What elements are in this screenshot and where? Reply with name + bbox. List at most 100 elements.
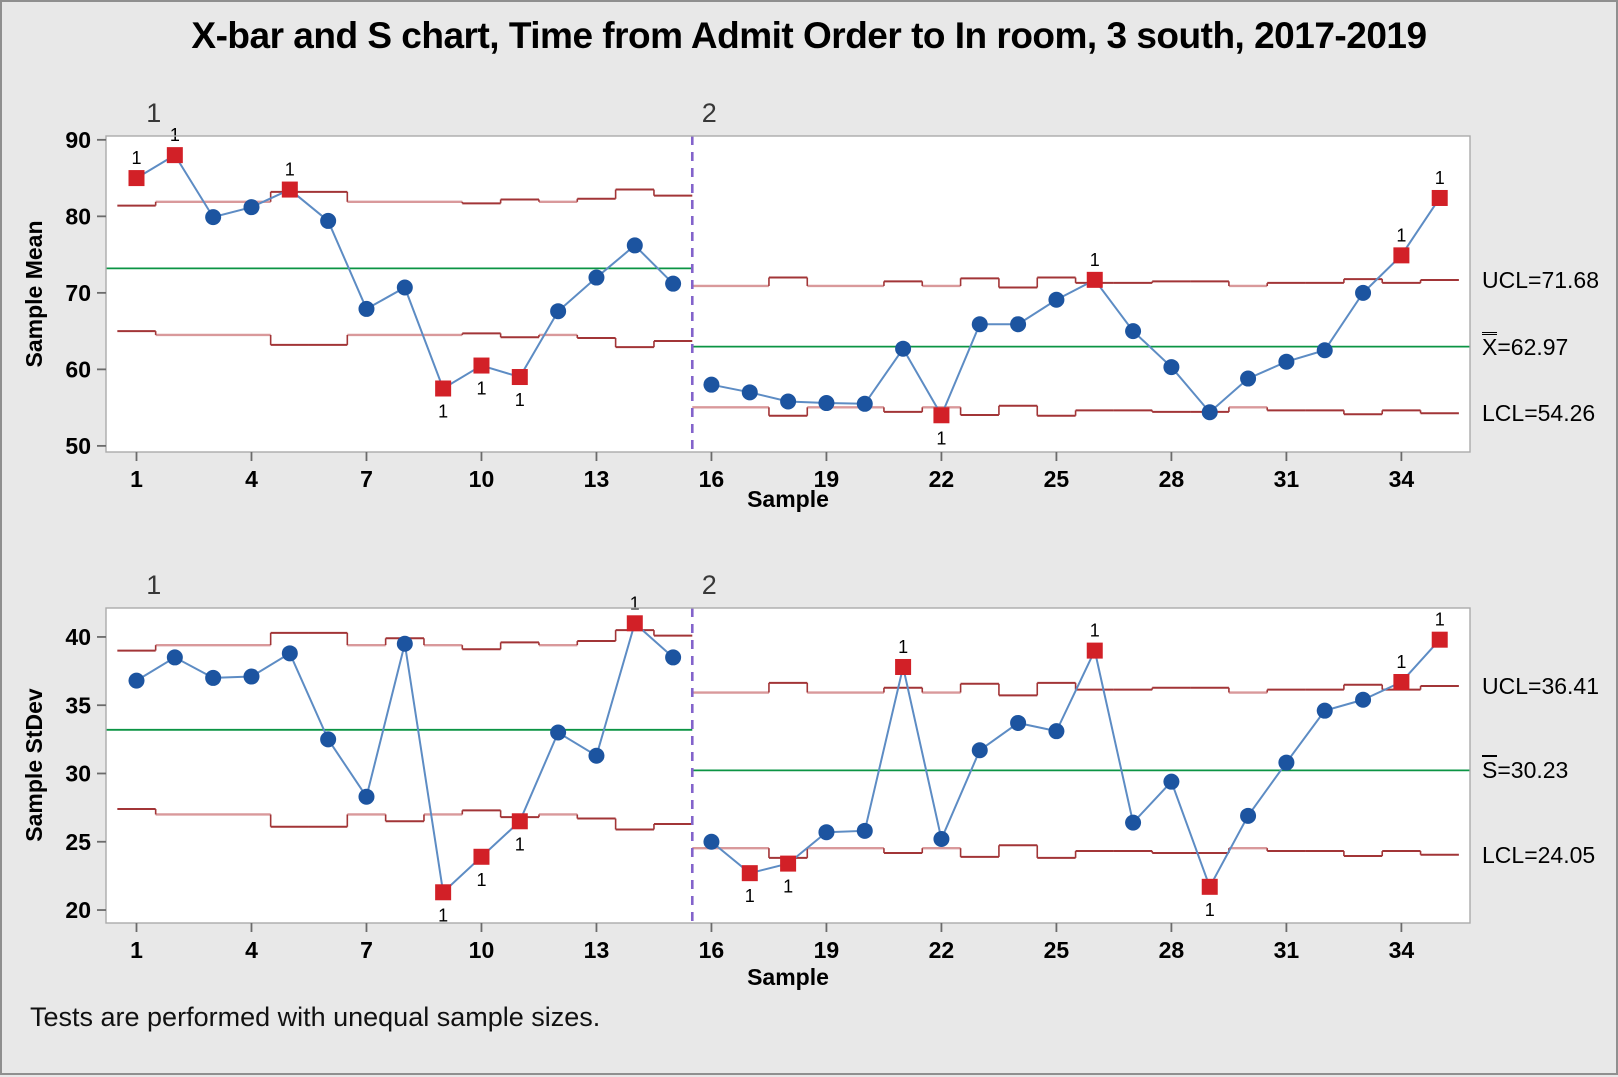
data-point-marker <box>550 303 567 320</box>
data-point-marker <box>1240 807 1257 824</box>
y-tick-label: 70 <box>65 280 91 306</box>
x-tick-label: 25 <box>1044 466 1070 492</box>
test-flag-label: 1 <box>170 125 180 145</box>
data-point-marker <box>1240 370 1257 387</box>
stdev-ucl-label: UCL=36.41 <box>1482 672 1599 699</box>
data-point-marker <box>1278 754 1295 771</box>
y-tick-label: 35 <box>65 692 91 718</box>
x-tick-label: 10 <box>469 937 495 963</box>
tests-footnote: Tests are performed with unequal sample … <box>30 1002 601 1032</box>
out-of-control-marker <box>626 615 643 632</box>
test-flag-label: 1 <box>630 593 640 613</box>
test-flag-label: 1 <box>1205 900 1215 920</box>
out-of-control-marker <box>435 884 452 901</box>
out-of-control-marker <box>933 407 950 424</box>
data-point-marker <box>1163 359 1180 376</box>
data-point-marker <box>588 747 605 764</box>
data-point-marker <box>550 724 567 741</box>
data-point-marker <box>895 340 912 357</box>
x-tick-label: 10 <box>469 466 495 492</box>
out-of-control-marker <box>1201 878 1218 895</box>
out-of-control-marker <box>511 369 528 386</box>
test-flag-label: 1 <box>515 834 525 854</box>
data-point-marker <box>1048 723 1065 740</box>
data-point-marker <box>856 395 873 412</box>
data-point-marker <box>1125 323 1142 340</box>
x-tick-label: 16 <box>699 466 725 492</box>
s-bar-symbol: S <box>1482 755 1498 784</box>
x-tick-label: 4 <box>245 937 258 963</box>
data-point-marker <box>703 833 720 850</box>
y-tick-label: 30 <box>65 761 91 787</box>
x-tick-label: 16 <box>699 937 725 963</box>
out-of-control-marker <box>511 813 528 830</box>
data-point-marker <box>856 822 873 839</box>
x-tick-label: 4 <box>245 466 258 492</box>
data-point-marker <box>396 635 413 652</box>
data-point-marker <box>205 209 222 226</box>
out-of-control-marker <box>1086 271 1103 288</box>
stdev-center-label: S=30.23 <box>1482 755 1569 784</box>
data-point-marker <box>396 279 413 296</box>
data-point-marker <box>665 649 682 666</box>
out-of-control-marker <box>1393 247 1410 264</box>
data-point-marker <box>780 393 797 410</box>
chart-title: X-bar and S chart, Time from Admit Order… <box>191 15 1427 56</box>
test-flag-label: 1 <box>438 905 448 925</box>
mean-center-label: X=62.97 <box>1482 331 1569 360</box>
data-point-marker <box>281 645 298 662</box>
y-tick-label: 90 <box>65 127 91 153</box>
out-of-control-marker <box>1431 631 1448 648</box>
stdev-plot-frame <box>105 607 1471 924</box>
x-tick-label: 7 <box>360 466 373 492</box>
x-double-bar-symbol: X <box>1482 331 1498 360</box>
stage-label: 1 <box>146 98 161 128</box>
stage-label: 2 <box>702 98 717 128</box>
data-point-marker <box>358 788 375 805</box>
mean-ucl-label: UCL=71.68 <box>1482 266 1599 293</box>
mean-x-axis-title: Sample <box>747 486 829 512</box>
test-flag-label: 1 <box>1435 168 1445 188</box>
data-point-marker <box>626 237 643 254</box>
out-of-control-marker <box>1431 189 1448 206</box>
y-tick-label: 20 <box>65 897 91 923</box>
out-of-control-marker <box>741 865 758 882</box>
out-of-control-marker <box>166 147 183 164</box>
y-tick-label: 40 <box>65 624 91 650</box>
test-flag-label: 1 <box>1396 652 1406 672</box>
out-of-control-marker <box>435 380 452 397</box>
x-tick-label: 34 <box>1389 937 1415 963</box>
out-of-control-marker <box>1086 642 1103 659</box>
data-point-marker <box>741 384 758 401</box>
data-point-marker <box>703 376 720 393</box>
test-flag-label: 1 <box>1435 610 1445 630</box>
data-point-marker <box>358 300 375 317</box>
stage-label: 1 <box>146 570 161 600</box>
mean-y-axis-title: Sample Mean <box>21 220 47 368</box>
data-point-marker <box>1048 291 1065 308</box>
x-tick-label: 19 <box>814 937 840 963</box>
data-point-marker <box>1316 342 1333 359</box>
data-point-marker <box>243 199 260 216</box>
stdev-x-axis-title: Sample <box>747 964 829 990</box>
x-tick-label: 19 <box>814 466 840 492</box>
test-flag-label: 1 <box>131 148 141 168</box>
x-tick-label: 13 <box>584 466 610 492</box>
test-flag-label: 1 <box>1396 225 1406 245</box>
y-tick-label: 60 <box>65 356 91 382</box>
x-tick-label: 31 <box>1274 466 1300 492</box>
x-tick-label: 13 <box>584 937 610 963</box>
data-point-marker <box>205 669 222 686</box>
x-tick-label: 31 <box>1274 937 1300 963</box>
data-point-marker <box>1355 284 1372 301</box>
x-tick-label: 28 <box>1159 937 1185 963</box>
data-point-marker <box>933 831 950 848</box>
test-flag-label: 1 <box>898 637 908 657</box>
data-point-marker <box>243 668 260 685</box>
mean-plot-frame <box>105 135 1471 453</box>
out-of-control-marker <box>473 848 490 865</box>
stage-label: 2 <box>702 570 717 600</box>
data-point-marker <box>320 731 337 748</box>
